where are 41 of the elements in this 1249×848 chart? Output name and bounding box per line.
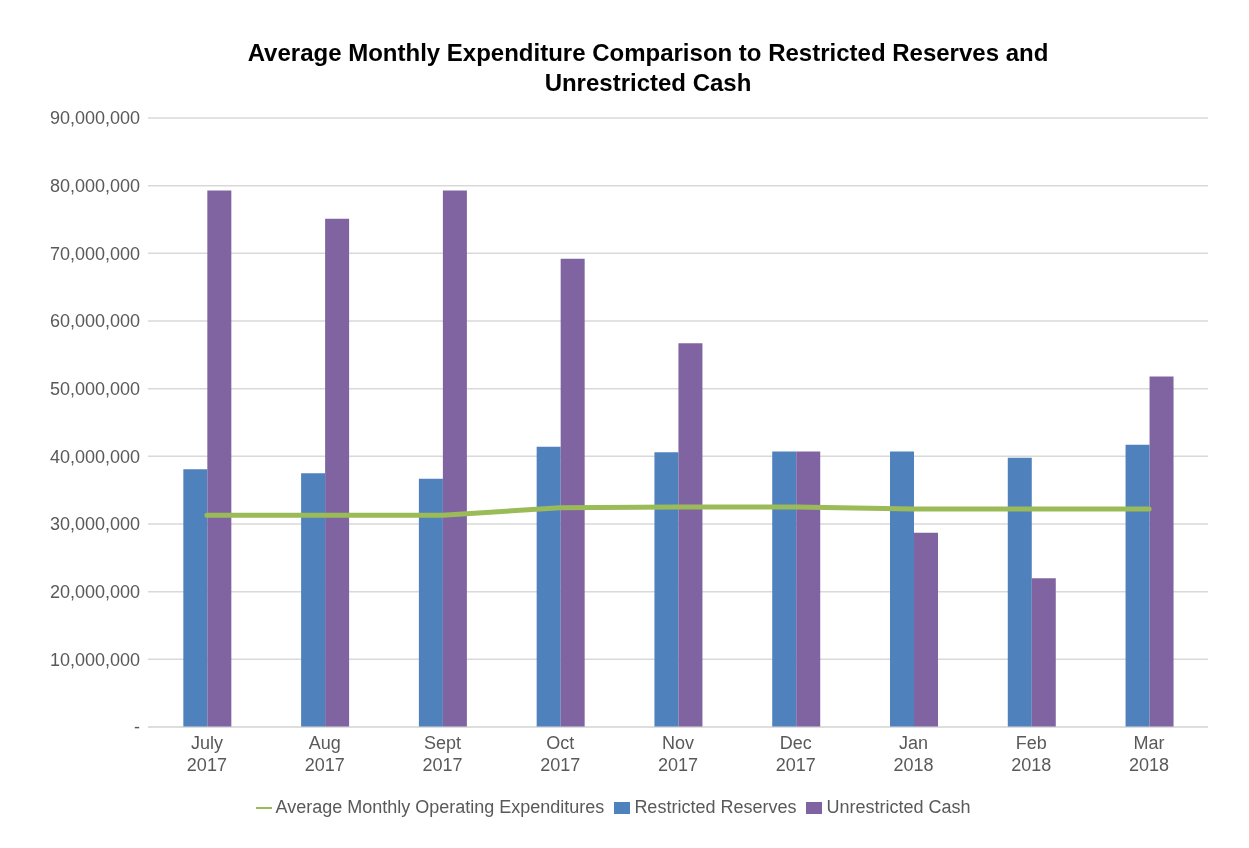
- y-tick-label: 50,000,000: [49, 379, 140, 400]
- y-tick-label: 60,000,000: [49, 311, 140, 332]
- bar: [772, 451, 797, 727]
- bar: [418, 478, 443, 727]
- y-tick-label: -: [134, 717, 140, 738]
- y-tick-label: 40,000,000: [49, 446, 140, 467]
- x-tick-label: Dec 2017: [775, 733, 816, 775]
- bar: [914, 532, 938, 727]
- legend-label: Restricted Reserves: [634, 797, 797, 817]
- bar: [654, 452, 679, 727]
- legend-label: Unrestricted Cash: [826, 797, 971, 817]
- bar: [536, 446, 561, 727]
- bar: [442, 190, 467, 727]
- y-tick-label: 20,000,000: [49, 582, 140, 603]
- y-tick-label: 30,000,000: [49, 514, 140, 535]
- x-tick-label: Sept 2017: [422, 733, 463, 775]
- bar: [560, 258, 585, 727]
- bar: [207, 190, 232, 727]
- x-tick-label: Oct 2017: [540, 733, 581, 775]
- bar: [796, 451, 821, 727]
- y-tick-label: 80,000,000: [49, 176, 140, 197]
- legend-label: Average Monthly Operating Expenditures: [275, 797, 605, 817]
- bar: [325, 218, 350, 727]
- x-tick-label: Mar 2018: [1129, 733, 1170, 775]
- x-tick-label: July 2017: [186, 733, 227, 775]
- bar: [301, 473, 326, 727]
- x-tick-label: Aug 2017: [304, 733, 345, 775]
- x-tick-label: Feb 2018: [1011, 733, 1052, 775]
- bar: [183, 469, 208, 727]
- y-tick-label: 90,000,000: [49, 108, 140, 129]
- y-tick-label: 10,000,000: [49, 649, 140, 670]
- bar: [1031, 578, 1056, 727]
- bar: [1149, 376, 1174, 727]
- chart-title: Average Monthly Expenditure Comparison to Restricted Reserves and Unrestricted Cash: [246, 38, 1050, 98]
- x-tick-label: Nov 2017: [657, 733, 699, 775]
- y-tick-label: 70,000,000: [49, 243, 140, 264]
- x-tick-label: Jan 2018: [893, 733, 934, 775]
- bar: [678, 343, 703, 727]
- bar: [1007, 457, 1032, 727]
- bar: [890, 451, 914, 727]
- bar: [1125, 444, 1150, 727]
